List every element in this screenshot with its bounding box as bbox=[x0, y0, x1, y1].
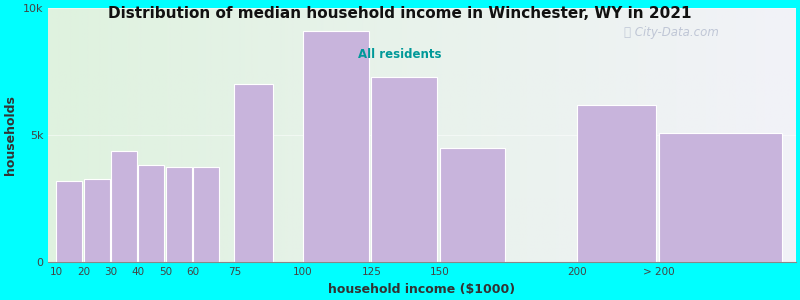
Bar bbox=[440, 148, 506, 262]
X-axis label: household income ($1000): household income ($1000) bbox=[328, 283, 515, 296]
Y-axis label: households: households bbox=[4, 95, 17, 175]
Bar bbox=[577, 105, 656, 262]
Bar bbox=[303, 31, 369, 262]
Text: All residents: All residents bbox=[358, 48, 442, 61]
Bar bbox=[194, 167, 219, 262]
Bar bbox=[56, 181, 82, 262]
Bar bbox=[84, 178, 110, 262]
Text: Distribution of median household income in Winchester, WY in 2021: Distribution of median household income … bbox=[108, 6, 692, 21]
Bar bbox=[138, 164, 165, 262]
Bar bbox=[234, 84, 273, 262]
Bar bbox=[111, 151, 137, 262]
Bar bbox=[659, 133, 782, 262]
Text: ⓘ City-Data.com: ⓘ City-Data.com bbox=[624, 26, 718, 39]
Bar bbox=[371, 77, 437, 262]
Bar bbox=[166, 167, 192, 262]
